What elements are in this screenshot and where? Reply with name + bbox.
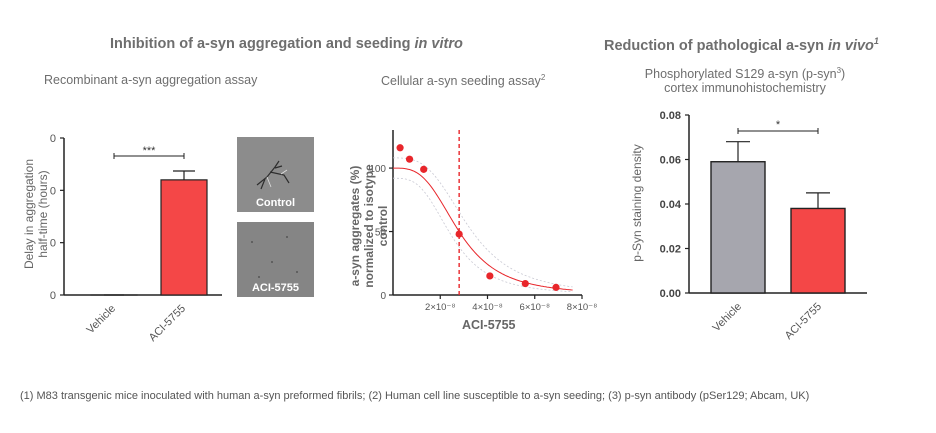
x-tick-label: 4×10⁻⁸ — [472, 302, 502, 313]
y-tick-label: 0.04 — [660, 199, 682, 211]
significance-label: * — [776, 119, 781, 131]
bar-vehicle — [710, 161, 766, 294]
x-tick-label: 6×10⁻⁸ — [520, 302, 550, 313]
data-point — [405, 155, 414, 163]
panel2-subtitle: Cellular a-syn seeding assay2 — [381, 73, 546, 89]
y-tick-label: 0 — [50, 185, 56, 197]
x-tick-label: ACI-5755 — [147, 303, 188, 344]
data-point — [521, 279, 529, 288]
footnote: (1) M83 transgenic mice inoculated with … — [20, 390, 810, 402]
panel2-ylabel: a-syn aggregates (%) normalized to isoty… — [348, 164, 390, 288]
y-tick-label: 0 — [50, 133, 56, 145]
x-tick-label: ACI-5755 — [783, 301, 824, 342]
significance-label: *** — [143, 145, 157, 157]
fibril-image — [237, 137, 314, 212]
aci-5755-micrograph: ACI-5755 — [237, 222, 314, 297]
y-tick-label: 0 — [50, 238, 56, 250]
confidence-band-upper — [393, 157, 573, 288]
y-tick-label: 0.02 — [660, 244, 681, 256]
panel2-xlabel: ACI-5755 — [462, 318, 516, 332]
aci-5755-image-label: ACI-5755 — [251, 282, 300, 294]
y-tick-label: 0.06 — [660, 155, 681, 167]
x-tick-label: 8×10⁻⁸ — [567, 302, 597, 313]
control-image-label: Control — [255, 197, 296, 209]
bar-aci-5755 — [790, 207, 846, 294]
in-vivo-heading: Reduction of pathological a-syn in vivo1 — [604, 36, 879, 54]
in-vitro-heading: Inhibition of a-syn aggregation and seed… — [110, 36, 463, 52]
data-point — [455, 230, 463, 238]
panel1-subtitle: Recombinant a-syn aggregation assay — [44, 73, 258, 87]
y-tick-label: 0.08 — [660, 110, 681, 122]
x-tick-label: Vehicle — [85, 303, 119, 337]
data-point — [486, 272, 494, 280]
chart-aggregation-plot: 0 0 0 0 Vehicle ACI-5755 *** — [50, 133, 222, 344]
y-tick-label: 0.00 — [660, 288, 681, 300]
x-tick-label: Vehicle — [711, 301, 745, 335]
data-point — [552, 283, 560, 291]
control-micrograph: Control — [237, 137, 314, 212]
data-point — [420, 165, 428, 173]
fit-curve — [393, 167, 573, 291]
panel3-ylabel: p-Syn staining density — [630, 144, 644, 262]
x-tick-label: 2×10⁻⁸ — [425, 302, 455, 313]
chart-psyn-plot: 0.00 0.02 0.04 0.06 0.08 Vehicle ACI-5755 * — [660, 110, 867, 342]
data-point — [396, 144, 404, 152]
confidence-band-lower — [393, 177, 573, 293]
panel3-subtitle: Phosphorylated S129 a-syn (p-syn3) corte… — [644, 66, 846, 96]
bar-aci-5755 — [160, 179, 208, 296]
panel1-ylabel: Delay in aggregation half-time (hours) — [22, 158, 50, 270]
background-image — [237, 222, 314, 297]
y-tick-label: 0 — [50, 290, 56, 302]
